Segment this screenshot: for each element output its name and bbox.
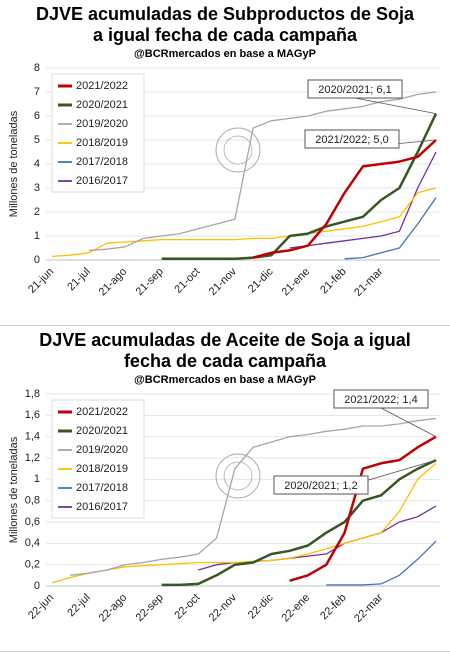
x-tick-label: 21-ago: [97, 266, 130, 299]
x-tick-label: 21-oct: [172, 266, 202, 296]
stamp: [223, 135, 253, 165]
series-line: [252, 139, 437, 259]
y-tick-label: 0,6: [25, 516, 40, 528]
legend-label: 2018/2019: [76, 137, 128, 149]
y-tick-label: 5: [34, 134, 40, 146]
x-tick-label: 22-ago: [97, 592, 130, 625]
x-tick-label: 21-jun: [26, 266, 56, 296]
legend-label: 2019/2020: [76, 444, 128, 456]
x-tick-label: 22-oct: [172, 592, 202, 622]
y-tick-label: 7: [34, 86, 40, 98]
x-tick-label: 21-dic: [246, 265, 276, 295]
legend-label: 2016/2017: [76, 175, 128, 187]
legend-box: [51, 399, 145, 519]
annotation-box: [307, 79, 403, 99]
legend-label: 2016/2017: [76, 501, 128, 513]
legend-label: 2020/2021: [76, 99, 128, 111]
x-tick-label: 21-feb: [318, 266, 349, 297]
chart-subtitle: @BCRmercados en base a MAGyP: [134, 48, 316, 60]
series-line: [289, 435, 437, 582]
y-tick-label: 4: [34, 158, 40, 170]
y-tick-label: 1,2: [25, 452, 40, 464]
annotation: 2020/2021; 6,1: [318, 84, 391, 96]
x-tick-label: 21-nov: [207, 265, 240, 298]
legend-label: 2019/2020: [76, 118, 128, 130]
series-line: [326, 540, 437, 586]
leader-line: [380, 407, 437, 438]
stamp: [223, 461, 253, 491]
legend: 2021/2022 2020/2021 2019/2020 2018/2019 2017…: [51, 73, 145, 193]
legend: 2021/2022 2020/2021 2019/2020 2018/2019 2017…: [51, 399, 145, 519]
y-tick-label: 8: [34, 62, 40, 74]
series-line: [161, 458, 437, 587]
annotation: 2020/2021; 1,2: [284, 480, 357, 492]
stamp: [215, 127, 261, 173]
x-tick-label: 22-nov: [207, 591, 240, 624]
x-tick-label: 22-feb: [318, 592, 349, 623]
y-tick-label: 0,4: [25, 537, 40, 549]
y-tick-label: 0,2: [25, 559, 40, 571]
legend-label: 2017/2018: [76, 482, 128, 494]
annotation-box: [333, 389, 429, 409]
legend-box: [51, 73, 145, 193]
y-tick-label: 1: [34, 473, 40, 485]
chart-title: DJVE acumuladas de Subproductos de Soja …: [35, 4, 415, 45]
y-tick-label: 3: [34, 182, 40, 194]
y-tick-label: 1,4: [25, 431, 40, 443]
annotation: 2021/2022; 5,0: [315, 134, 388, 146]
y-tick-label: 1,6: [25, 409, 40, 421]
legend-label: 2018/2019: [76, 463, 128, 475]
x-tick-label: 22-dic: [246, 591, 276, 621]
series-line: [289, 151, 437, 249]
y-tick-label: 1: [34, 230, 40, 242]
x-tick-label: 21-jul: [65, 266, 93, 294]
x-tick-label: 21-ene: [279, 266, 312, 299]
x-tick-label: 22-jun: [26, 592, 56, 622]
y-axis-label: Millones de toneladas: [8, 436, 20, 543]
x-tick-label: 22-sep: [134, 592, 166, 624]
chart-panel: DJVE acumuladas de Aceite de Soja a igua…: [0, 326, 450, 652]
chart-panel: DJVE acumuladas de Subproductos de Soja …: [0, 4, 450, 326]
legend-label: 2017/2018: [76, 156, 128, 168]
chart-subtitle: @BCRmercados en base a MAGyP: [134, 374, 316, 386]
y-tick-label: 2: [34, 206, 40, 218]
annotation-box: [273, 475, 369, 495]
y-tick-label: 1,8: [25, 388, 40, 400]
y-tick-label: 6: [34, 110, 40, 122]
legend-label: 2021/2022: [76, 406, 128, 418]
series-line: [51, 187, 437, 258]
leader-line: [354, 97, 437, 114]
legend-label: 2020/2021: [76, 425, 128, 437]
chart: Millones de toneladas 0 1 2 3 4 5 6 7 8 21-jun 21-j…: [8, 62, 440, 299]
chart: Millones de toneladas 0 0,2 0,4 0,6 0,8 1 1,2 1,…: [8, 388, 440, 625]
annotation: 2021/2022; 1,4: [344, 394, 417, 406]
annotation-box: [304, 129, 400, 149]
legend-label: 2021/2022: [76, 80, 128, 92]
x-tick-label: 21-sep: [134, 266, 166, 298]
x-tick-label: 22-mar: [352, 591, 385, 624]
chart-title: DJVE acumuladas de Aceite de Soja a igua…: [39, 330, 411, 371]
series-line: [70, 417, 437, 576]
y-axis-label: Millones de toneladas: [8, 110, 20, 217]
x-tick-label: 22-jul: [65, 592, 93, 620]
series-line: [161, 113, 438, 261]
x-tick-label: 22-ene: [279, 592, 312, 625]
y-tick-label: 0,8: [25, 495, 40, 507]
series-line: [51, 462, 437, 584]
series-line: [344, 197, 437, 260]
stamp: [215, 453, 261, 499]
y-tick-label: 0: [34, 580, 40, 592]
x-tick-label: 21-mar: [352, 265, 385, 298]
y-tick-label: 0: [34, 254, 40, 266]
